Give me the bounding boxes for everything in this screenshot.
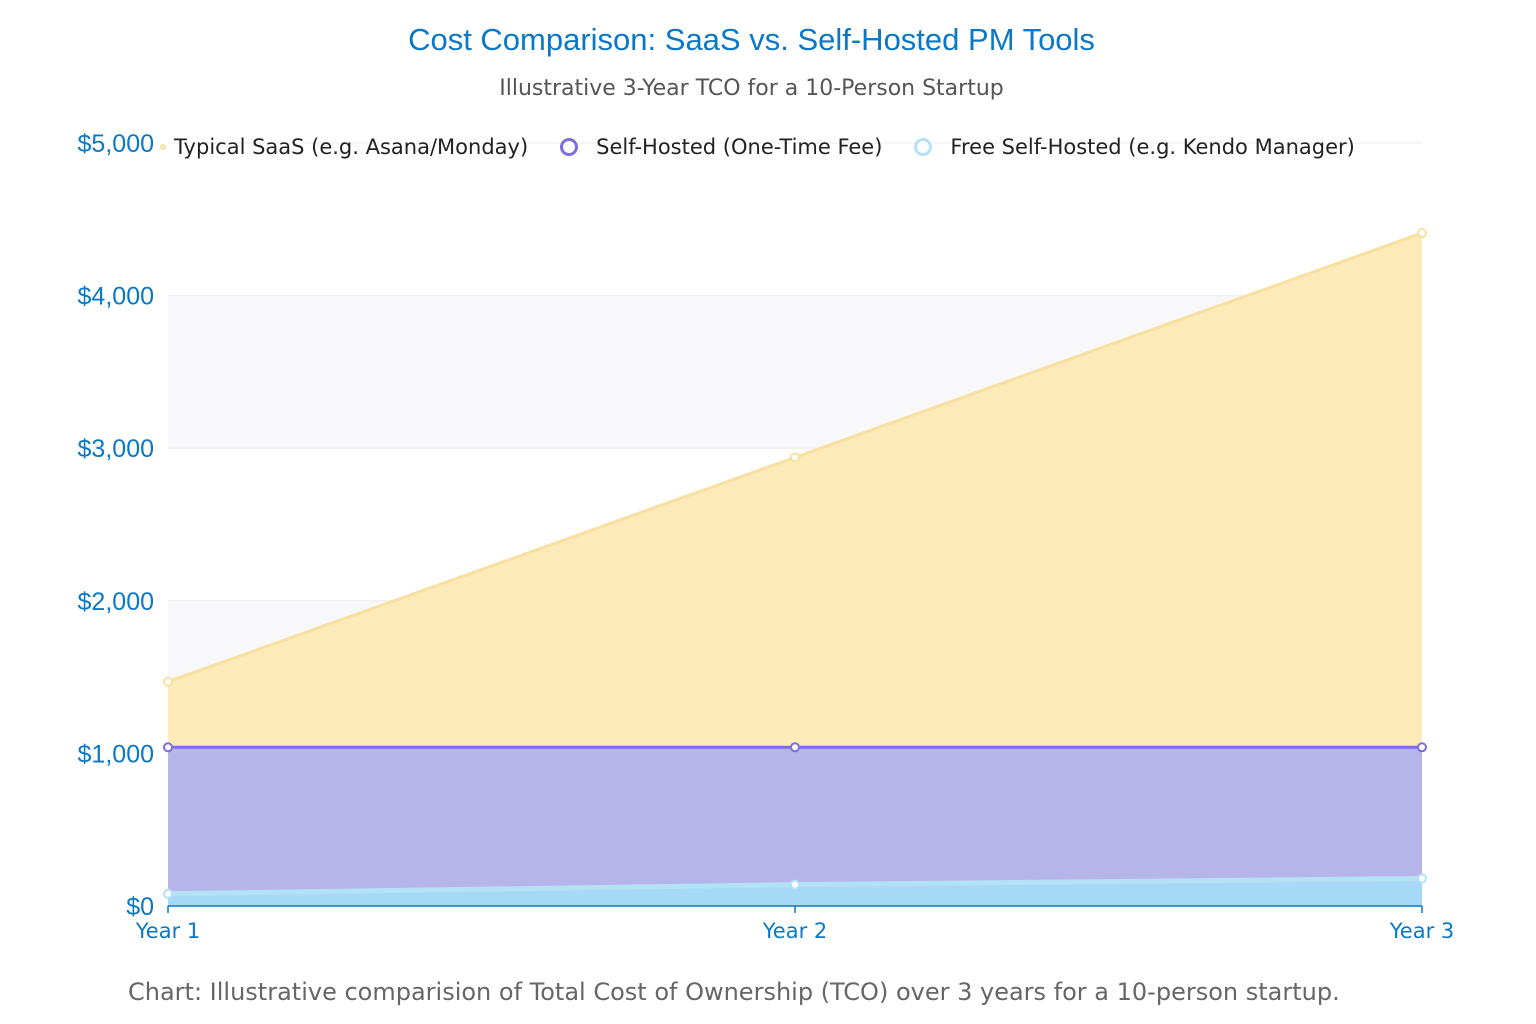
area-self-hosted (168, 747, 1422, 894)
chart-caption: Chart: Illustrative comparision of Total… (128, 978, 1340, 1006)
legend-marker-icon (560, 138, 579, 156)
data-point (163, 888, 173, 899)
data-point (790, 452, 800, 463)
area-free-self-hosted (168, 878, 1422, 906)
x-tick-label: Year 2 (762, 919, 828, 943)
data-point (790, 879, 800, 890)
data-point (790, 742, 800, 753)
legend-label: Free Self-Hosted (e.g. Kendo Manager) (950, 135, 1355, 159)
data-point (1417, 228, 1427, 239)
data-point (163, 676, 173, 687)
legend-item-free-self-hosted[interactable]: Free Self-Hosted (e.g. Kendo Manager) (914, 135, 1355, 159)
chart-legend: Typical SaaS (e.g. Asana/Monday) Self-Ho… (160, 132, 1387, 162)
y-tick-label: $3,000 (78, 435, 154, 463)
area-series (168, 233, 1422, 906)
legend-item-self-hosted[interactable]: Self-Hosted (One-Time Fee) (560, 135, 882, 159)
x-axis: Year 1 Year 2 Year 3 (135, 905, 1455, 943)
data-point (1417, 873, 1427, 884)
y-tick-label: $5,000 (78, 130, 154, 158)
legend-marker-icon (914, 138, 933, 156)
area-saas (168, 233, 1422, 748)
y-tick-label: $2,000 (78, 588, 154, 616)
legend-label: Typical SaaS (e.g. Asana/Monday) (174, 135, 529, 159)
y-axis: $0 $1,000 $2,000 $3,000 $4,000 $5,000 (78, 130, 154, 921)
data-point (1417, 742, 1427, 753)
x-tick-label: Year 1 (135, 919, 201, 943)
data-point (163, 742, 173, 753)
chart-title: Cost Comparison: SaaS vs. Self-Hosted PM… (408, 22, 1095, 57)
data-points (163, 228, 1427, 899)
x-tick-label: Year 3 (1389, 919, 1455, 943)
y-tick-label: $0 (126, 893, 154, 921)
legend-marker-icon (160, 144, 166, 150)
y-tick-label: $1,000 (78, 740, 154, 768)
y-tick-label: $4,000 (78, 283, 154, 311)
legend-item-saas[interactable]: Typical SaaS (e.g. Asana/Monday) (160, 135, 528, 159)
legend-label: Self-Hosted (One-Time Fee) (596, 135, 883, 159)
chart-subtitle: Illustrative 3-Year TCO for a 10-Person … (499, 76, 1004, 101)
